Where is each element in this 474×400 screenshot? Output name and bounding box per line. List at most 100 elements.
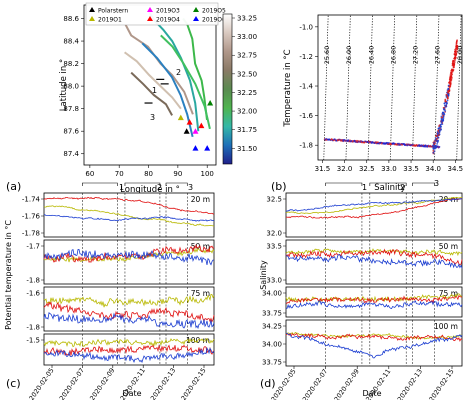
isopycnal-label: 26.40: [367, 46, 375, 65]
ts-point: [440, 120, 443, 122]
ts-point: [441, 113, 444, 116]
buoy-triangle-icon: [177, 114, 184, 121]
y-tick-label: 34.00: [262, 341, 282, 349]
timeseries-line: [285, 300, 463, 309]
ts-point: [447, 84, 450, 87]
period-label-2-c: 2: [157, 183, 162, 192]
timeseries-line: [43, 247, 215, 263]
legend-triangle-icon: [147, 7, 153, 12]
x-tick-label: 70: [115, 170, 124, 178]
timeseries-line: [285, 254, 463, 269]
period-label-1-c: 1: [119, 183, 124, 192]
y-tick-label: 88.2: [63, 60, 79, 68]
x-tick-label: 2020-02-13: [149, 367, 177, 400]
buoy-triangle-icon: [204, 145, 211, 151]
y-tick-label: -1.2: [299, 53, 313, 61]
timeseries-line: [285, 248, 463, 257]
colorbar-tick-label: 32.00: [237, 108, 257, 116]
y-tick-label: -1.0: [299, 23, 313, 31]
colorbar-tick-label: 31.75: [237, 126, 257, 134]
y-tick-label: -1.74: [22, 196, 41, 204]
ts-point: [446, 96, 449, 99]
ts-point: [434, 139, 437, 141]
ts-point: [451, 77, 453, 79]
x-tick-label: 32.0: [337, 165, 353, 173]
period-bracket: [369, 182, 407, 186]
ts-point: [451, 73, 454, 76]
legend-label: 2019O6: [202, 17, 226, 24]
legend-triangle-icon: [89, 16, 95, 21]
ts-points: [323, 39, 459, 155]
ts-point: [443, 108, 446, 111]
buoy-triangle-icon: [186, 119, 193, 125]
colorbar-tick-label: 32.50: [237, 70, 257, 78]
map-x-label: Longitude in °: [120, 185, 180, 195]
ts-point: [444, 110, 447, 112]
isopycnal-label: 28.00: [456, 46, 464, 65]
map-label-1: 2: [176, 68, 181, 77]
colorbar-tick-label: 32.75: [237, 52, 257, 60]
legend-triangle-icon: [89, 7, 95, 12]
ts-point: [456, 39, 458, 42]
depth-label: 20 m: [191, 195, 210, 204]
y-tick-label: 87.4: [63, 150, 79, 158]
panel-b: 25.60 26.00 26.40 26.80 27.20 27.60 28.00 31.5…: [271, 14, 464, 193]
temp-x-label: Date: [122, 389, 141, 398]
x-tick-label: 2020-02-05: [27, 367, 55, 400]
timeseries-line: [43, 248, 215, 266]
panel-letter-a: (a): [6, 180, 21, 193]
ts-point: [447, 93, 450, 96]
y-tick-label: 33.5: [266, 243, 282, 251]
y-tick-label: -1.5: [26, 337, 40, 345]
ts-frame: [317, 14, 463, 161]
panel-letter-d: (d): [260, 377, 276, 390]
ts-point: [446, 91, 449, 94]
period-label-3-c: 3: [188, 183, 193, 192]
ts-point: [442, 119, 445, 122]
ts-point: [449, 74, 452, 76]
x-tick-label: 100: [201, 170, 214, 178]
timeseries-line: [285, 332, 463, 342]
sal-y-label: Salinity: [259, 260, 268, 290]
map-legend: Polarstern 2019O1 2019O3 2019O4 2019O5 2019O6: [85, 2, 226, 26]
x-tick-label: 33.0: [381, 165, 397, 173]
x-tick-label: 90: [173, 170, 182, 178]
y-tick-label: 34.00: [262, 290, 282, 298]
ts-y-ticks: -1.0 -1.2 -1.4 -1.6 -1.8: [299, 23, 318, 150]
ts-x-ticks: 31.5 32.0 32.5 33.0 33.5 34.0 34.5: [315, 160, 463, 173]
y-tick-label: 33.75: [262, 359, 282, 367]
colorbar-tick-label: 32.25: [237, 89, 257, 97]
x-tick-label: 60: [85, 170, 94, 178]
timeseries-line: [44, 214, 215, 222]
period-bracket: [325, 182, 363, 186]
colorbar-tick-label: 31.50: [237, 145, 257, 153]
y-tick-label: -1.8: [299, 142, 313, 150]
ts-point: [438, 134, 440, 136]
isopycnal-label: 27.60: [434, 46, 442, 65]
ts-point: [455, 42, 458, 45]
ts-point: [435, 134, 438, 137]
map-x-ticks: 60 70 80 90 100: [85, 165, 214, 178]
ts-point: [452, 69, 454, 72]
map-label-2: 1: [152, 86, 157, 95]
x-tick-label: 2020-02-09: [88, 367, 116, 400]
ts-point: [443, 104, 446, 107]
y-tick-label: 32.5: [266, 196, 282, 204]
drift-track: [130, 71, 173, 116]
y-tick-label: 88.4: [63, 38, 79, 46]
ts-point: [437, 139, 440, 142]
period-bracket: [412, 182, 435, 186]
ts-point: [448, 86, 451, 89]
isopycnals: 25.60 26.00 26.40 26.80 27.20 27.60 28.00: [323, 14, 464, 161]
ts-point: [452, 65, 455, 68]
x-tick-label: 32.5: [359, 165, 375, 173]
buoy-triangle-icon: [183, 128, 190, 134]
y-tick-label: 33.0: [266, 277, 282, 285]
panel-a: Polarstern 2019O1 2019O3 2019O4 2019O5 2019O6…: [6, 2, 257, 195]
period-bracket: [124, 182, 161, 186]
panel-letter-b: (b): [271, 180, 287, 193]
drift-track: [160, 34, 211, 130]
ts-point: [434, 145, 437, 147]
y-tick-label: 88.0: [63, 83, 79, 91]
timeseries-line: [43, 205, 215, 227]
